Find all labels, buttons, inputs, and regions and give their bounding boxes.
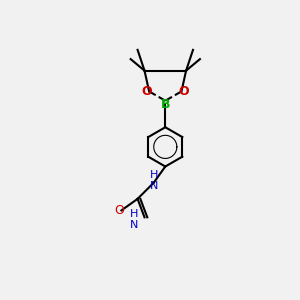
Text: B: B bbox=[160, 98, 170, 111]
Text: O: O bbox=[142, 85, 152, 98]
Text: O: O bbox=[178, 85, 189, 98]
Text: H
N: H N bbox=[130, 209, 138, 230]
Text: H
N: H N bbox=[150, 169, 158, 191]
Text: O: O bbox=[114, 204, 124, 217]
